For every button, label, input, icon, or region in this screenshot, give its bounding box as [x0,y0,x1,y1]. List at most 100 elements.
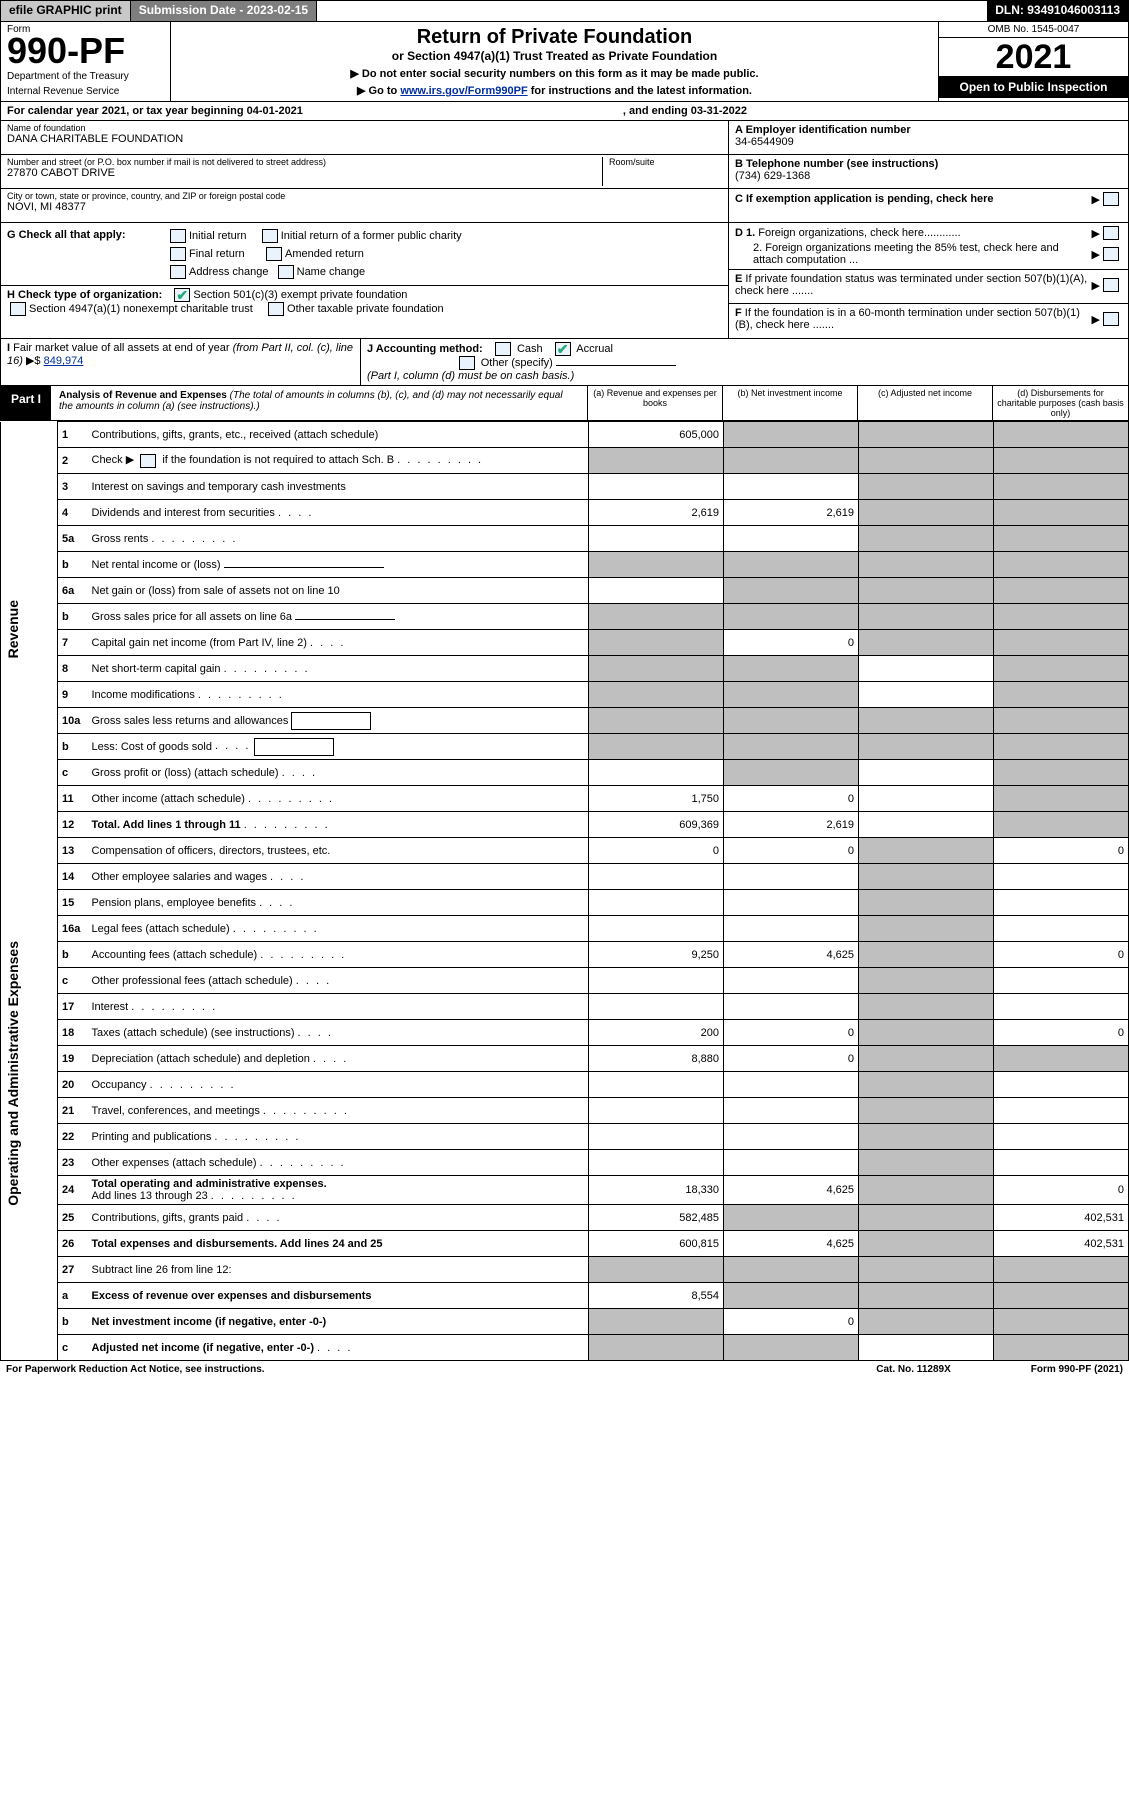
j-other: Other (specify) [481,357,553,369]
form-title: Return of Private Foundation [179,26,930,49]
room-label: Room/suite [609,157,722,167]
line-desc: Depreciation (attach schedule) and deple… [88,1046,589,1072]
line-num: 24 [58,1176,88,1205]
chk-initial-former[interactable] [262,229,278,243]
col-b-hdr: (b) Net investment income [723,386,858,420]
chk-other-method[interactable] [459,356,475,370]
chk-c-pending[interactable] [1103,192,1119,206]
j-accrual: Accrual [576,343,613,355]
line-desc: Accounting fees (attach schedule) [88,942,589,968]
chk-amended[interactable] [266,247,282,261]
chk-address-change[interactable] [170,265,186,279]
f-cell: F If the foundation is in a 60-month ter… [729,304,1128,338]
line-num: 3 [58,474,88,500]
line-desc: Net investment income (if negative, ente… [88,1309,589,1335]
line-num: c [58,1335,88,1361]
top-bar: efile GRAPHIC print Submission Date - 20… [0,0,1129,22]
cell-b: 4,625 [724,1176,859,1205]
line-desc: Dividends and interest from securities [88,500,589,526]
revenue-side-label: Revenue [5,600,21,658]
irs-label: Internal Revenue Service [7,86,164,97]
page-footer: For Paperwork Reduction Act Notice, see … [0,1361,1129,1378]
efile-print-button[interactable]: efile GRAPHIC print [1,1,131,21]
cell-d: 0 [994,838,1129,864]
line-desc: Other expenses (attach schedule) [88,1150,589,1176]
chk-accrual[interactable] [555,342,571,356]
cell-a: 8,880 [589,1046,724,1072]
line-num: 25 [58,1205,88,1231]
chk-other-taxable[interactable] [268,302,284,316]
cell-b: 2,619 [724,812,859,838]
cell-d: 0 [994,1176,1129,1205]
line-num: c [58,968,88,994]
cell-a: 0 [589,838,724,864]
e-label: E If private foundation status was termi… [735,273,1092,297]
line-num: b [58,604,88,630]
line-num: 11 [58,786,88,812]
city-label: City or town, state or province, country… [7,191,722,201]
e-cell: E If private foundation status was termi… [729,270,1128,304]
line-num: b [58,552,88,578]
line-num: a [58,1283,88,1309]
chk-4947[interactable] [10,302,26,316]
line-desc: Other income (attach schedule) [88,786,589,812]
line-num: 27 [58,1257,88,1283]
line-num: 2 [58,448,88,474]
form-ref: Form 990-PF (2021) [1031,1364,1123,1375]
line-desc: Capital gain net income (from Part IV, l… [88,630,589,656]
goto-post: for instructions and the latest informat… [528,85,752,97]
header-right: OMB No. 1545-0047 2021 Open to Public In… [938,22,1128,101]
irs-link[interactable]: www.irs.gov/Form990PF [400,85,527,97]
cell-a: 200 [589,1020,724,1046]
foundation-name: DANA CHARITABLE FOUNDATION [7,133,722,145]
line-num: 4 [58,500,88,526]
chk-f[interactable] [1103,312,1119,326]
chk-cash[interactable] [495,342,511,356]
line-desc: Contributions, gifts, grants, etc., rece… [88,422,589,448]
f-label: F If the foundation is in a 60-month ter… [735,307,1092,331]
dept-treasury: Department of the Treasury [7,71,164,82]
line-desc: Gross sales price for all assets on line… [88,604,589,630]
chk-final-return[interactable] [170,247,186,261]
phone-label: B Telephone number (see instructions) [735,158,1122,170]
line-desc: Gross sales less returns and allowances [88,708,589,734]
cell-a: 9,250 [589,942,724,968]
line-desc: Compensation of officers, directors, tru… [88,838,589,864]
line-num: 7 [58,630,88,656]
chk-d2[interactable] [1103,247,1119,261]
part1-table: Revenue 1Contributions, gifts, grants, e… [0,421,1129,1361]
chk-initial-return[interactable] [170,229,186,243]
chk-501c3[interactable] [174,288,190,302]
part1-title: Analysis of Revenue and Expenses [59,390,227,401]
cell-a: 605,000 [589,422,724,448]
line-num: 23 [58,1150,88,1176]
chk-name-change[interactable] [278,265,294,279]
opt-initial: Initial return [189,230,246,242]
cat-no: Cat. No. 11289X [876,1364,950,1375]
city-cell: City or town, state or province, country… [1,189,728,223]
fmv-value: 849,974 [44,355,84,367]
cell-a: 609,369 [589,812,724,838]
g-check-cell: G Check all that apply: Initial return I… [1,223,728,286]
cell-b: 0 [724,786,859,812]
chk-d1[interactable] [1103,226,1119,240]
chk-schb[interactable] [140,454,156,468]
cal-end: , and ending 03-31-2022 [623,105,747,117]
address-cell: Number and street (or P.O. box number if… [1,155,728,189]
line-desc: Occupancy [88,1072,589,1098]
part1-header: Part I Analysis of Revenue and Expenses … [0,386,1129,421]
dln-label: DLN: 93491046003113 [987,1,1128,21]
chk-e[interactable] [1103,278,1119,292]
ssn-warning: ▶ Do not enter social security numbers o… [179,67,930,80]
line-desc: Income modifications [88,682,589,708]
part1-desc: Analysis of Revenue and Expenses (The to… [51,386,588,420]
ein-cell: A Employer identification number 34-6544… [729,121,1128,155]
submission-date: Submission Date - 2023-02-15 [131,1,317,21]
line-desc: Contributions, gifts, grants paid [88,1205,589,1231]
line-num: 21 [58,1098,88,1124]
line-num: 26 [58,1231,88,1257]
cell-a: 8,554 [589,1283,724,1309]
cell-a: 2,619 [589,500,724,526]
ein-value: 34-6544909 [735,136,1122,148]
cell-a: 1,750 [589,786,724,812]
